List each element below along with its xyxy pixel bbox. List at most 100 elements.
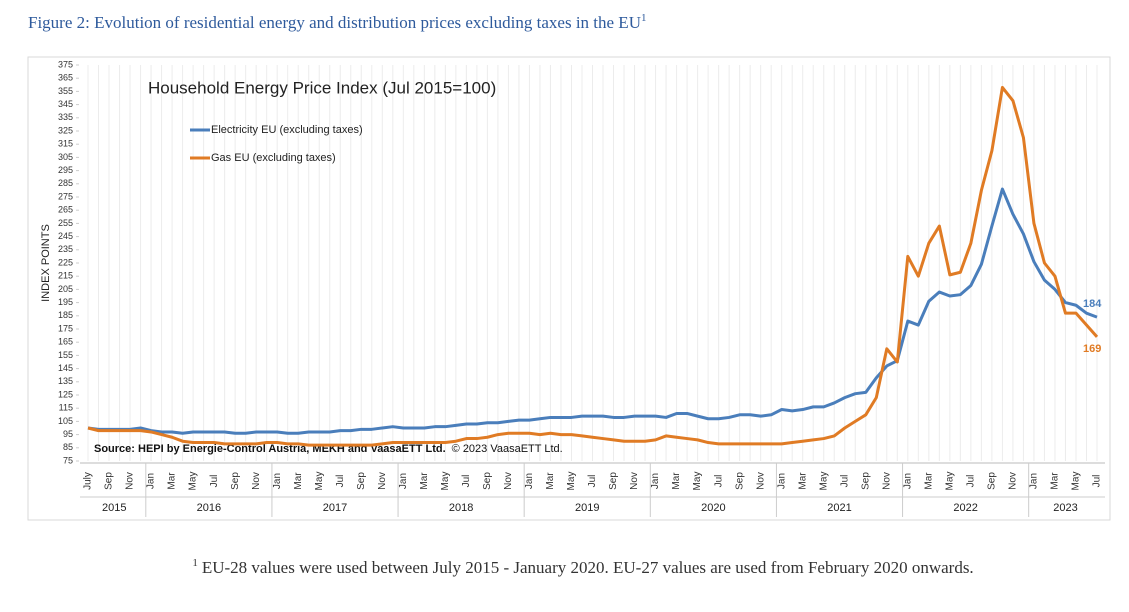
year-label: 2018 <box>449 502 473 514</box>
y-tick-label: 325 <box>58 125 73 135</box>
x-tick-label: Nov <box>881 472 892 490</box>
x-tick-label: Mar <box>167 472 178 490</box>
x-tick-label: Jul <box>839 475 850 488</box>
figure-title: Figure 2: Evolution of residential energ… <box>28 12 646 32</box>
y-tick-label: 295 <box>58 165 73 175</box>
year-label: 2021 <box>827 502 851 514</box>
y-tick-label: 355 <box>58 86 73 96</box>
x-tick-label: May <box>566 472 577 491</box>
x-tick-label: May <box>692 472 703 491</box>
legend-label: Gas EU (excluding taxes) <box>211 152 336 164</box>
x-tick-label: July <box>83 472 94 490</box>
x-tick-label: Mar <box>671 472 682 490</box>
y-tick-label: 75 <box>63 455 73 465</box>
y-tick-label: 145 <box>58 363 73 373</box>
year-label: 2017 <box>323 502 347 514</box>
y-tick-label: 305 <box>58 152 73 162</box>
x-tick-label: Jan <box>776 473 787 489</box>
year-label: 2015 <box>102 502 126 514</box>
x-tick-label: Sep <box>230 472 241 490</box>
value-label: 169 <box>1083 343 1101 355</box>
figure-title-text: Figure 2: Evolution of residential energ… <box>28 13 641 32</box>
source-text: Source: HEPI by Energie-Control Austria,… <box>94 443 446 455</box>
series-line <box>87 187 1098 435</box>
y-tick-label: 195 <box>58 297 73 307</box>
x-tick-label: Nov <box>377 472 388 490</box>
y-tick-label: 155 <box>58 350 73 360</box>
footnote: 1 EU-28 values were used between July 201… <box>192 557 973 577</box>
y-tick-label: 335 <box>58 112 73 122</box>
x-tick-label: Sep <box>860 472 871 490</box>
x-tick-label: Jul <box>1092 475 1103 488</box>
y-tick-label: 285 <box>58 178 73 188</box>
y-tick-label: 185 <box>58 310 73 320</box>
y-tick-label: 125 <box>58 389 73 399</box>
copyright: © 2023 VaasaETT Ltd. <box>452 443 563 455</box>
x-tick-label: May <box>188 472 199 491</box>
year-label: 2019 <box>575 502 599 514</box>
x-tick-label: Jan <box>272 473 283 489</box>
y-tick-label: 365 <box>58 73 73 83</box>
x-tick-label: Jan <box>398 473 409 489</box>
x-tick-label: Jul <box>461 475 472 488</box>
x-tick-label: Jan <box>146 473 157 489</box>
y-tick-label: 315 <box>58 139 73 149</box>
y-tick-label: 235 <box>58 244 73 254</box>
x-tick-label: Jul <box>587 475 598 488</box>
x-tick-label: Nov <box>503 472 514 490</box>
y-tick-label: 245 <box>58 231 73 241</box>
y-tick-label: 375 <box>58 59 73 69</box>
x-tick-label: Sep <box>356 472 367 490</box>
x-tick-label: Mar <box>797 472 808 490</box>
x-tick-label: Nov <box>251 472 262 490</box>
x-tick-label: May <box>314 472 325 491</box>
x-tick-label: Nov <box>125 472 136 490</box>
x-tick-label: Sep <box>482 472 493 490</box>
footnote-text: EU-28 values were used between July 2015… <box>202 558 974 577</box>
chart-title: Household Energy Price Index (Jul 2015=1… <box>148 78 496 97</box>
x-tick-label: Nov <box>629 472 640 490</box>
year-label: 2022 <box>953 502 977 514</box>
x-tick-label: Jul <box>713 475 724 488</box>
x-tick-label: Sep <box>734 472 745 490</box>
x-tick-label: Sep <box>987 472 998 490</box>
y-tick-label: 345 <box>58 99 73 109</box>
value-label: 184 <box>1083 298 1102 310</box>
x-tick-label: May <box>1071 472 1082 491</box>
y-tick-label: 115 <box>59 403 73 413</box>
x-tick-label: Mar <box>545 472 556 490</box>
legend-label: Electricity EU (excluding taxes) <box>211 124 363 136</box>
y-tick-label: 255 <box>58 218 73 228</box>
y-tick-label: 225 <box>58 257 73 267</box>
y-tick-label: 165 <box>58 337 73 347</box>
x-tick-label: Mar <box>293 472 304 490</box>
x-tick-label: Jan <box>650 473 661 489</box>
y-tick-label: 135 <box>58 376 73 386</box>
y-axis-label: INDEX POINTS <box>40 224 52 302</box>
x-tick-label: May <box>944 472 955 491</box>
y-tick-label: 215 <box>58 271 73 281</box>
x-tick-label: Jan <box>1029 473 1040 489</box>
y-tick-label: 85 <box>63 442 73 452</box>
x-tick-label: Jan <box>902 473 913 489</box>
y-tick-label: 275 <box>58 191 73 201</box>
x-tick-label: Sep <box>104 472 115 490</box>
x-tick-label: May <box>440 472 451 491</box>
x-tick-label: Mar <box>419 472 430 490</box>
x-tick-label: Nov <box>755 472 766 490</box>
x-tick-label: Jan <box>524 473 535 489</box>
x-tick-label: Nov <box>1008 472 1019 490</box>
x-tick-label: Sep <box>608 472 619 490</box>
x-tick-label: Jul <box>209 475 220 488</box>
x-tick-label: Mar <box>923 472 934 490</box>
y-tick-label: 105 <box>58 416 73 426</box>
y-tick-label: 175 <box>58 323 73 333</box>
x-tick-label: May <box>818 472 829 491</box>
x-tick-label: Mar <box>1050 472 1061 490</box>
x-tick-label: Jul <box>335 475 346 488</box>
series-line <box>87 85 1099 447</box>
y-tick-label: 95 <box>63 429 73 439</box>
footnote-mark: 1 <box>192 557 198 569</box>
